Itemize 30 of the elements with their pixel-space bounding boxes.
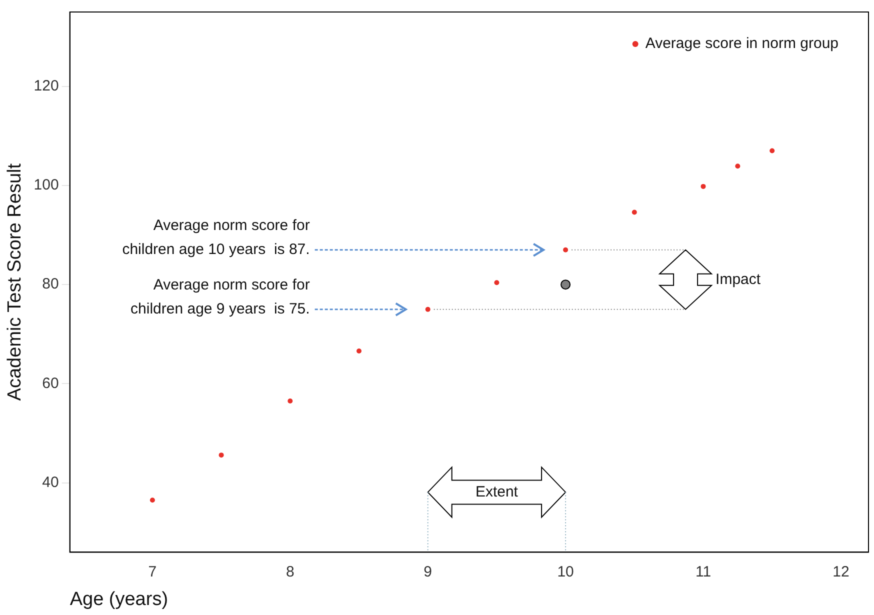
- point: [735, 164, 740, 169]
- point: [632, 210, 637, 215]
- point: [700, 184, 706, 189]
- y-tick-label: 40: [42, 474, 59, 491]
- point: [150, 498, 155, 503]
- point: [288, 398, 293, 404]
- point: [770, 148, 775, 154]
- y-tick-label: 100: [34, 176, 59, 194]
- x-tick-label: 9: [424, 563, 432, 580]
- y-tick-label: 80: [42, 276, 59, 293]
- point: [425, 306, 430, 312]
- annotation: Impact: [716, 270, 762, 288]
- y-tick-label: 60: [42, 374, 59, 392]
- point: [218, 452, 224, 458]
- x-tick-label: 7: [148, 563, 157, 580]
- x-tick-label: 8: [286, 563, 294, 580]
- annotation: Average norm score for children age 10 years is 87.: [122, 217, 310, 258]
- annotation: Average norm score for children age 9 years is 75.: [130, 276, 310, 318]
- legend-label: Average score in norm group: [645, 35, 839, 52]
- x-tick-label: 10: [557, 563, 574, 580]
- x-axis-title: Age (years): [70, 588, 168, 610]
- point: [560, 280, 571, 290]
- annotation: Extent: [475, 483, 519, 500]
- y-axis-title: Academic Test Score Result: [4, 162, 26, 401]
- point: [563, 247, 568, 252]
- y-tick-label: 120: [34, 77, 59, 94]
- point: [494, 280, 500, 286]
- x-tick-label: 11: [695, 563, 712, 580]
- point: [356, 348, 362, 354]
- x-tick-label: 12: [832, 563, 850, 580]
